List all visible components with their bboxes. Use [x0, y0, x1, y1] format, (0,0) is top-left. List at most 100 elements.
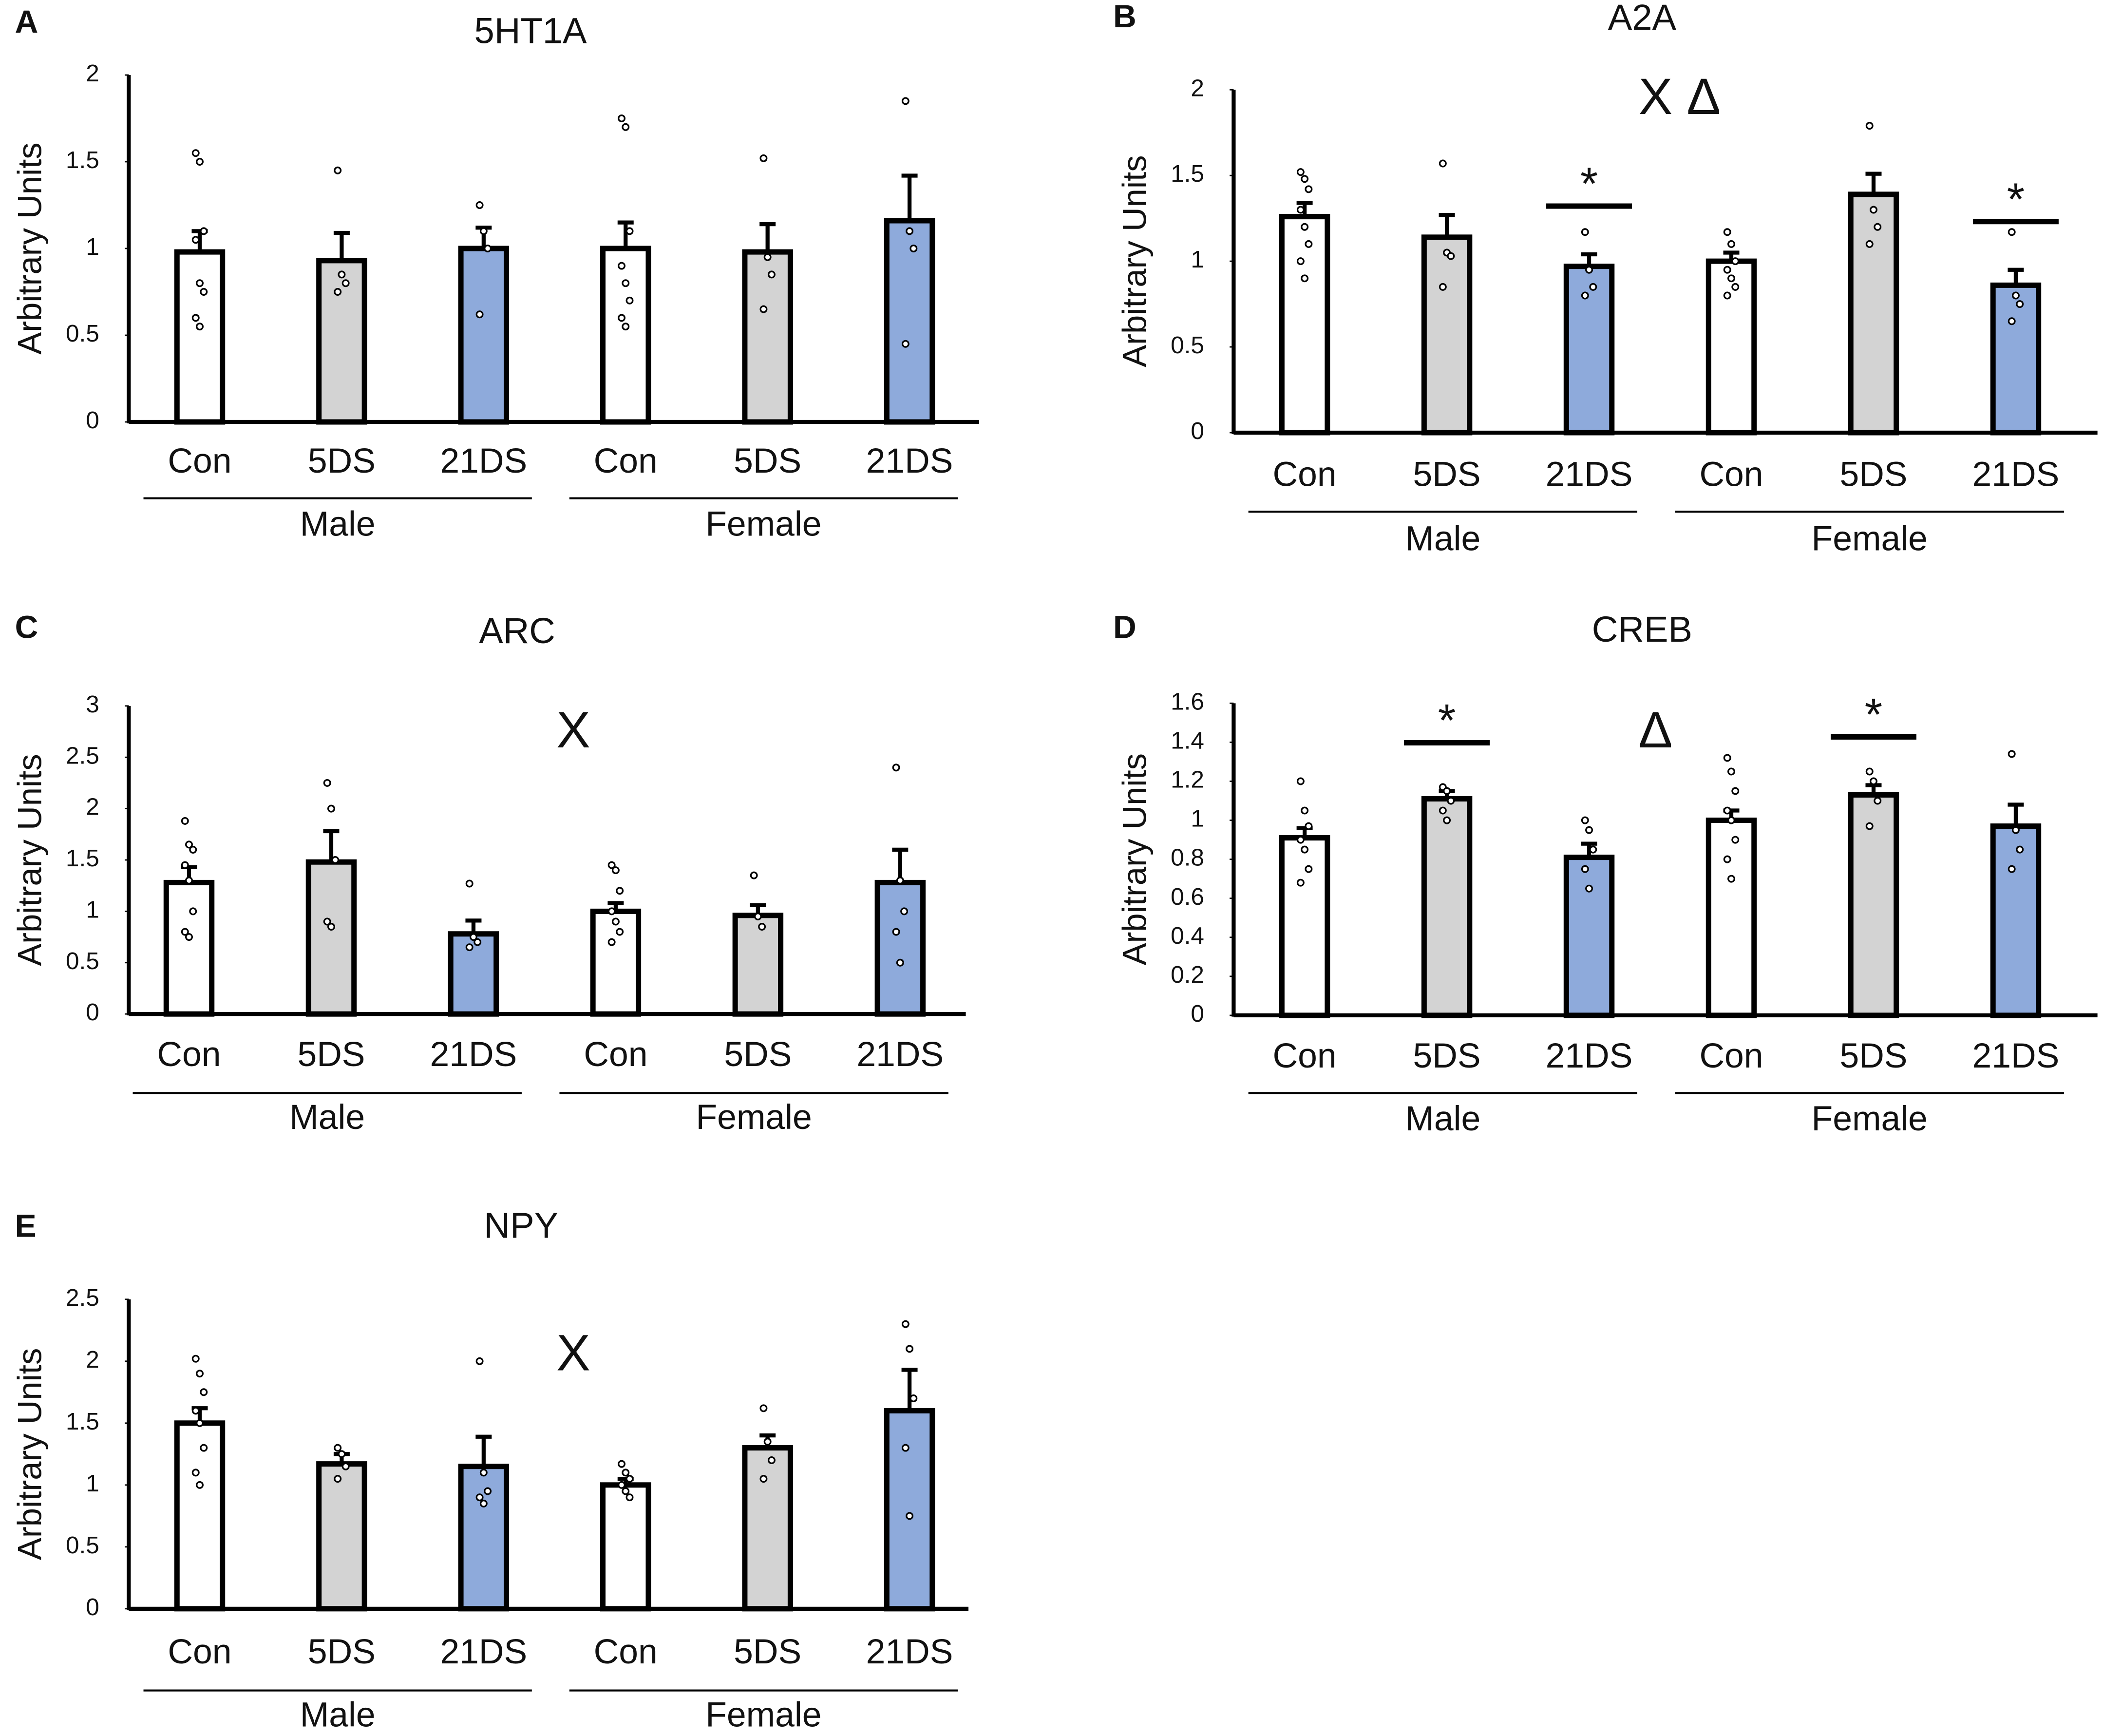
x-tick-label: Con: [1273, 1036, 1337, 1075]
data-point: [196, 1481, 204, 1489]
data-point: [200, 1388, 208, 1396]
data-point: [901, 340, 909, 348]
data-point: [1727, 274, 1735, 283]
y-tick-label: 0: [86, 999, 99, 1026]
data-point: [1731, 283, 1740, 291]
significance-label: *: [1865, 689, 1882, 740]
panel-letter: D: [1113, 609, 1137, 645]
y-tick-label: 3: [86, 691, 99, 718]
data-point: [474, 938, 482, 946]
bar: [174, 249, 226, 425]
data-point: [754, 912, 762, 920]
data-point: [1301, 223, 1309, 231]
annotation: X Δ: [1639, 68, 1721, 125]
data-point: [1447, 797, 1455, 805]
y-axis-label: Arbitrary Units: [11, 1348, 48, 1560]
bar: [458, 1464, 510, 1612]
data-point: [1296, 257, 1305, 266]
bar: [163, 879, 215, 1017]
data-point: [763, 253, 772, 261]
data-point: [759, 1475, 768, 1483]
x-tick-label: 21DS: [1972, 1036, 2060, 1075]
x-tick-label: Con: [1699, 1036, 1763, 1075]
data-point: [2016, 845, 2024, 854]
data-point: [622, 279, 630, 287]
data-point: [189, 845, 197, 854]
data-point: [1727, 875, 1735, 883]
data-point: [465, 943, 474, 952]
data-point: [1723, 754, 1731, 762]
x-tick-label: 21DS: [866, 1632, 953, 1671]
bar: [1705, 818, 1757, 1018]
data-point: [185, 840, 193, 849]
y-tick-label: 1.6: [1171, 688, 1204, 715]
data-point: [759, 305, 768, 313]
data-point: [1301, 806, 1309, 815]
data-point: [334, 1444, 342, 1452]
data-point: [2008, 750, 2016, 758]
bar: [732, 913, 784, 1017]
data-point: [901, 1320, 909, 1328]
data-point: [479, 1469, 488, 1477]
x-tick-label: 21DS: [866, 441, 953, 480]
data-point: [1870, 777, 1877, 785]
bar: [458, 246, 510, 425]
data-point: [896, 877, 904, 885]
annotation: X: [556, 1325, 590, 1382]
y-tick-label: 2: [86, 1346, 99, 1373]
data-point: [334, 288, 342, 296]
panel-letter: C: [15, 609, 38, 645]
data-point: [1723, 291, 1731, 300]
y-tick-label: 0.8: [1171, 844, 1204, 871]
data-point: [2016, 300, 2024, 308]
panel-letter: A: [15, 3, 38, 39]
data-point: [1723, 855, 1731, 863]
data-point: [1727, 240, 1735, 248]
y-tick-label: 2: [86, 60, 99, 87]
data-point: [1305, 822, 1313, 830]
data-point: [1296, 206, 1305, 214]
x-tick-label: Con: [168, 441, 231, 480]
y-tick-label: 0.4: [1171, 922, 1204, 949]
data-point: [1439, 159, 1447, 168]
y-tick-label: 1: [86, 896, 99, 923]
y-tick-label: 0.5: [66, 320, 99, 347]
data-point: [1585, 884, 1593, 893]
data-point: [323, 779, 331, 787]
data-point: [611, 917, 620, 926]
bar: [448, 931, 499, 1017]
y-axis-label: Arbitrary Units: [1116, 155, 1154, 367]
x-tick-label: 21DS: [440, 1632, 527, 1671]
x-tick-label: Con: [157, 1035, 221, 1074]
x-tick-label: 5DS: [1839, 455, 1907, 494]
data-point: [1305, 240, 1313, 248]
data-point: [892, 928, 900, 936]
data-point: [1581, 291, 1589, 300]
bar: [1279, 835, 1330, 1018]
chart-title: 5HT1A: [474, 10, 587, 51]
bar: [874, 879, 926, 1017]
data-point: [327, 804, 335, 813]
data-point: [1301, 845, 1309, 854]
x-tick-label: 5DS: [734, 1632, 801, 1671]
data-point: [1439, 806, 1447, 815]
data-point: [900, 907, 909, 916]
data-point: [616, 928, 624, 936]
data-point: [465, 879, 474, 888]
group-label: Female: [696, 1098, 812, 1137]
x-tick-label: 5DS: [734, 441, 801, 480]
data-point: [767, 270, 776, 279]
data-point: [1305, 865, 1313, 873]
y-tick-label: 1.5: [1171, 160, 1204, 187]
y-tick-label: 1: [86, 233, 99, 260]
panel-letter: B: [1113, 0, 1137, 34]
bar: [742, 1445, 793, 1612]
y-axis-label: Arbitrary Units: [11, 754, 48, 966]
data-point: [196, 1419, 204, 1427]
data-point: [1443, 816, 1451, 824]
data-point: [892, 763, 900, 772]
data-point: [200, 288, 208, 296]
data-point: [341, 1462, 350, 1470]
chart-title: CREB: [1592, 609, 1692, 649]
